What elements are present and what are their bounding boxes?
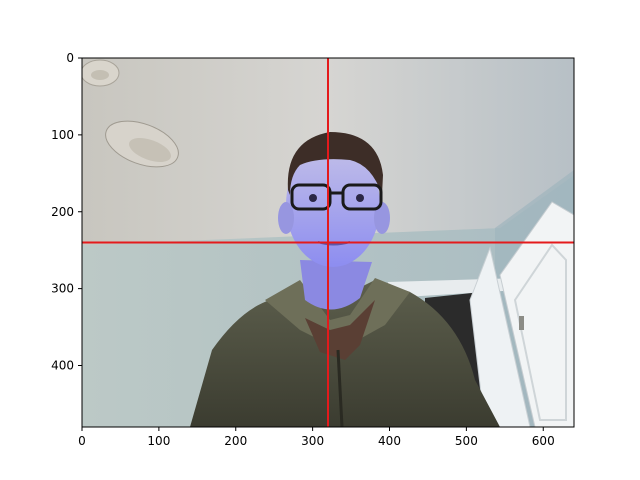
x-tick-label: 200	[224, 434, 247, 448]
x-tick-label: 500	[455, 434, 478, 448]
y-tick-label: 100	[51, 128, 74, 142]
y-tick-label: 400	[51, 359, 74, 373]
y-tick-label: 300	[51, 282, 74, 296]
y-tick-label: 0	[66, 51, 74, 65]
x-tick-label: 300	[301, 434, 324, 448]
x-axis: 0 100 200 300 400 500 600	[78, 427, 555, 448]
x-tick-label: 100	[147, 434, 170, 448]
x-tick-label: 600	[532, 434, 555, 448]
y-tick-label: 200	[51, 205, 74, 219]
axes-frame	[81, 57, 575, 428]
x-tick-label: 0	[78, 434, 86, 448]
x-tick-label: 400	[378, 434, 401, 448]
y-axis: 0 100 200 300 400	[51, 51, 82, 373]
